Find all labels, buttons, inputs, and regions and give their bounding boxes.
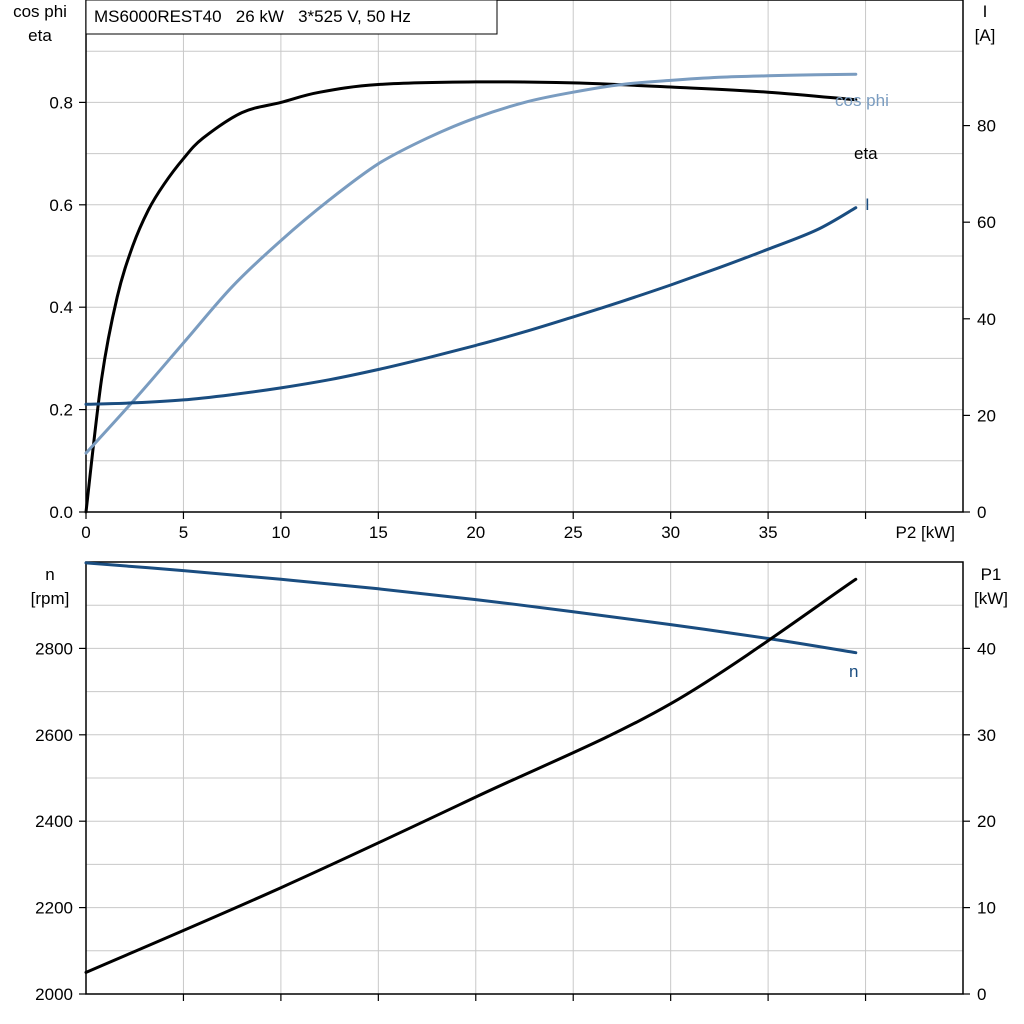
power-axis-label-line2: [kW] xyxy=(974,589,1008,608)
x-tick-label: 30 xyxy=(661,523,680,542)
bottom-grid xyxy=(86,562,963,994)
bottom-axis-ticks: 2000 2200 2400 2600 2800 0 10 20 30 40 xyxy=(35,639,996,1004)
series-line-i xyxy=(84,206,858,406)
left-tick-label: 2800 xyxy=(35,639,73,658)
series-label-eta: eta xyxy=(854,144,878,163)
top-plot-frame xyxy=(85,0,964,513)
left-tick-label: 0.6 xyxy=(49,196,73,215)
x-axis-label: P2 [kW] xyxy=(895,523,955,542)
left-axis-label-line2: eta xyxy=(28,26,52,45)
series-line-n xyxy=(84,561,858,655)
chart-title-box xyxy=(85,0,498,35)
right-tick-label: 80 xyxy=(977,117,996,136)
left-tick-label: 2200 xyxy=(35,899,73,918)
left-tick-label: 2600 xyxy=(35,726,73,745)
x-tick-label: 25 xyxy=(564,523,583,542)
series-line-eta xyxy=(84,80,858,514)
right-axis-label-line2: [A] xyxy=(975,26,996,45)
right-axis-label-line1: I xyxy=(983,2,988,21)
series-label-speed: n xyxy=(849,662,858,681)
top-grid xyxy=(86,0,963,512)
top-panel: 0.0 0.2 0.4 0.6 0.8 0 20 40 60 80 0 5 10 15 20 25 30 35 M… xyxy=(13,0,996,542)
top-axis-ticks: 0.0 0.2 0.4 0.6 0.8 0 20 40 60 80 0 5 10 15 20 25 30 35 xyxy=(49,93,996,542)
right-tick-label: 40 xyxy=(977,310,996,329)
right-tick-label: 20 xyxy=(977,406,996,425)
series-label-current: I xyxy=(865,195,870,214)
bottom-curves xyxy=(84,561,858,974)
x-tick-label: 10 xyxy=(271,523,290,542)
left-axis-label-line1: cos phi xyxy=(13,2,67,21)
chart-title: MS6000REST40 26 kW 3*525 V, 50 Hz xyxy=(94,7,411,26)
right-tick-label: 0 xyxy=(977,503,986,522)
x-tick-label: 0 xyxy=(81,523,90,542)
x-tick-label: 5 xyxy=(179,523,188,542)
right-tick-label: 0 xyxy=(977,985,986,1004)
x-tick-label: 15 xyxy=(369,523,388,542)
power-axis-label-line1: P1 xyxy=(981,565,1002,584)
right-tick-label: 60 xyxy=(977,213,996,232)
right-tick-label: 10 xyxy=(977,899,996,918)
left-tick-label: 0.0 xyxy=(49,503,73,522)
right-tick-label: 30 xyxy=(977,726,996,745)
left-tick-label: 2400 xyxy=(35,812,73,831)
series-line-cos-phi xyxy=(84,72,858,455)
left-tick-label: 0.4 xyxy=(49,298,73,317)
left-tick-label: 0.2 xyxy=(49,401,73,420)
series-label-cos-phi: cos phi xyxy=(835,91,889,110)
right-tick-label: 40 xyxy=(977,639,996,658)
speed-axis-label-line2: [rpm] xyxy=(31,589,70,608)
left-tick-label: 2000 xyxy=(35,985,73,1004)
bottom-panel: 2000 2200 2400 2600 2800 0 10 20 30 40 n [rpm] P1… xyxy=(31,561,1008,1004)
x-tick-label: 35 xyxy=(759,523,778,542)
top-curves xyxy=(84,72,858,514)
left-tick-label: 0.8 xyxy=(49,93,73,112)
x-tick-label: 20 xyxy=(466,523,485,542)
series-line-p1 xyxy=(84,577,858,974)
speed-axis-label-line1: n xyxy=(45,565,54,584)
right-tick-label: 20 xyxy=(977,812,996,831)
bottom-plot-frame xyxy=(85,561,964,995)
